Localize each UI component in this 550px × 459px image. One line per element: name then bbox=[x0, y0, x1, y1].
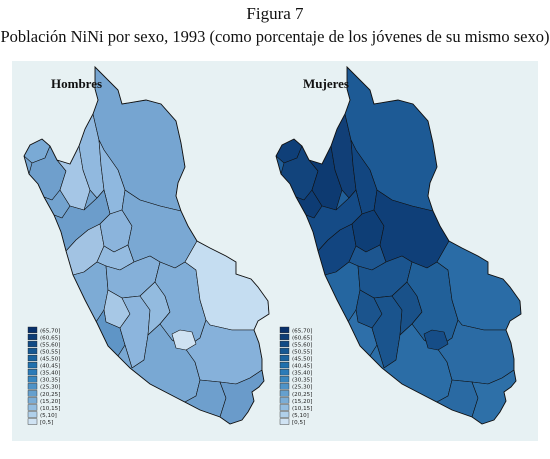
legend-label: [0,5] bbox=[40, 420, 53, 426]
legend-label: (10,15] bbox=[40, 406, 60, 412]
legend-label: (50,55] bbox=[292, 349, 312, 355]
legend-swatch bbox=[279, 390, 290, 397]
legend-label: (50,55] bbox=[40, 349, 60, 355]
legend-swatch bbox=[27, 397, 38, 404]
legend-swatch bbox=[27, 333, 38, 341]
legend: (65,70](60,65](55,60](50,55] (45,50](40,4… bbox=[279, 326, 312, 426]
legend-label: (55,60] bbox=[292, 342, 312, 348]
legend-label: (65,70] bbox=[292, 328, 312, 334]
legend-label: (60,65] bbox=[292, 335, 312, 341]
map-hombres: Hombres (65,70](60,65](55,60](50,55] (45,5… bbox=[23, 66, 270, 426]
legend-swatch bbox=[279, 355, 290, 362]
legend-swatch bbox=[279, 418, 290, 425]
regions bbox=[24, 67, 269, 424]
legend-label: (5,10] bbox=[40, 413, 57, 419]
legend-label: (30,35] bbox=[40, 378, 60, 384]
legend-swatch bbox=[279, 397, 290, 404]
legend: (65,70](60,65](55,60](50,55] (45,50](40,4… bbox=[27, 326, 60, 426]
legend-swatch bbox=[279, 347, 290, 355]
legend-label: (35,40] bbox=[292, 371, 312, 377]
legend-label: (10,15] bbox=[292, 406, 312, 412]
legend-label: (40,45] bbox=[292, 364, 312, 370]
legend-swatch bbox=[279, 326, 290, 334]
map-title: Hombres bbox=[51, 76, 102, 91]
legend-label: (45,50] bbox=[292, 357, 312, 363]
legend-label: (15,20] bbox=[40, 399, 60, 405]
legend-swatch bbox=[27, 355, 38, 362]
legend-label: (45,50] bbox=[40, 357, 60, 363]
legend-swatch bbox=[279, 333, 290, 341]
legend-swatch bbox=[279, 340, 290, 348]
legend-swatch bbox=[27, 390, 38, 397]
legend-swatch bbox=[27, 347, 38, 355]
legend-swatch bbox=[27, 411, 38, 418]
legend-label: (20,25] bbox=[40, 392, 60, 398]
region-cusco-inner bbox=[423, 329, 449, 351]
legend-label: [0,5] bbox=[292, 420, 305, 426]
legend-swatch bbox=[27, 326, 38, 334]
legend-swatch bbox=[27, 404, 38, 411]
legend-swatch bbox=[279, 376, 290, 383]
legend-label: (35,40] bbox=[40, 371, 60, 377]
figure-label: Figura 7 bbox=[246, 4, 304, 23]
legend-swatch bbox=[27, 369, 38, 376]
legend-label: (25,30] bbox=[292, 385, 312, 391]
legend-swatch bbox=[27, 383, 38, 390]
legend-label: (25,30] bbox=[40, 385, 60, 391]
legend-swatch bbox=[27, 362, 38, 369]
legend-label: (55,60] bbox=[40, 342, 60, 348]
legend-swatch bbox=[279, 383, 290, 390]
legend-label: (20,25] bbox=[292, 392, 312, 398]
legend-swatch bbox=[279, 369, 290, 376]
legend-swatch bbox=[27, 376, 38, 383]
legend-swatch bbox=[27, 418, 38, 425]
legend-label: (15,20] bbox=[292, 399, 312, 405]
legend-swatch bbox=[279, 411, 290, 418]
legend-swatch bbox=[279, 362, 290, 369]
legend-label: (30,35] bbox=[292, 378, 312, 384]
map-mujeres: Mujeres (65,70](60,65](55,60](50,55] (45,5… bbox=[275, 66, 522, 426]
region-cusco-inner bbox=[171, 329, 197, 351]
regions bbox=[276, 67, 521, 424]
legend-label: (60,65] bbox=[40, 335, 60, 341]
legend-label: (40,45] bbox=[40, 364, 60, 370]
map-title: Mujeres bbox=[303, 76, 349, 91]
figure-subtitle: Población NiNi por sexo, 1993 (como porc… bbox=[0, 27, 550, 46]
legend-swatch bbox=[27, 340, 38, 348]
legend-swatch bbox=[279, 404, 290, 411]
legend-label: (5,10] bbox=[292, 413, 309, 419]
legend-label: (65,70] bbox=[40, 328, 60, 334]
